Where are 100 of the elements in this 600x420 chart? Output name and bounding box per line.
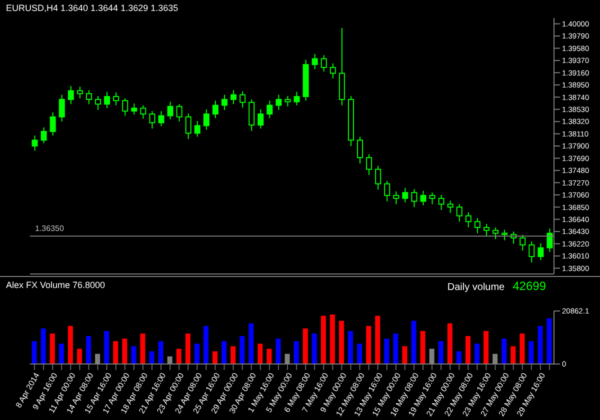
bar	[411, 320, 416, 364]
candlestick	[140, 104, 146, 120]
candlestick	[320, 54, 327, 72]
candlestick	[483, 223, 490, 237]
candlestick	[149, 110, 156, 130]
bar	[194, 344, 200, 364]
bar	[438, 341, 444, 364]
bar	[203, 326, 208, 364]
bar	[484, 330, 489, 364]
bar	[76, 348, 82, 364]
candlestick	[95, 95, 101, 110]
bar	[465, 336, 470, 364]
bar	[68, 326, 73, 364]
bar	[294, 341, 299, 364]
text: Daily volume	[447, 281, 505, 295]
bar	[248, 323, 254, 364]
bar	[330, 314, 335, 364]
candlestick	[546, 228, 553, 252]
candlestick	[76, 86, 83, 99]
candlestick	[438, 194, 444, 210]
bar	[222, 341, 227, 364]
bar	[538, 326, 543, 364]
candlestick	[194, 120, 200, 138]
candlestick	[50, 112, 56, 136]
bar	[348, 330, 354, 364]
bar	[40, 328, 46, 364]
bar	[456, 351, 462, 364]
candlestick	[230, 90, 237, 105]
bar	[357, 344, 362, 364]
bar	[113, 341, 118, 364]
bar	[366, 326, 372, 364]
bar	[320, 316, 326, 364]
bar	[338, 320, 344, 364]
bar	[32, 341, 37, 364]
candlestick	[330, 62, 336, 80]
bar	[158, 341, 164, 364]
candlestick	[447, 200, 454, 214]
candlestick	[456, 204, 462, 222]
bar	[104, 330, 110, 364]
candlestick	[384, 180, 390, 202]
candlestick	[266, 100, 273, 119]
candlestick	[465, 212, 472, 228]
bar	[447, 323, 452, 364]
candlestick	[393, 190, 400, 205]
candlestick	[86, 90, 92, 105]
candlestick	[528, 240, 535, 263]
candlestick	[474, 218, 480, 234]
candlestick	[357, 136, 363, 164]
candlestick	[122, 98, 128, 116]
bar	[384, 338, 390, 364]
candlestick	[203, 108, 210, 130]
candlestick	[284, 95, 291, 107]
candlestick	[58, 94, 65, 122]
candlestick	[276, 94, 282, 110]
bar	[420, 330, 426, 364]
bar	[122, 338, 128, 364]
candlestick	[40, 126, 47, 144]
candlestick	[212, 100, 218, 119]
candlestick	[68, 86, 74, 105]
candlestick	[402, 187, 408, 203]
bar	[131, 346, 136, 364]
bar	[185, 334, 190, 364]
bar	[375, 316, 380, 364]
ref-line-label: 1.36350	[35, 224, 64, 234]
candlestick	[240, 90, 246, 108]
candlestick	[176, 104, 182, 122]
candlestick	[158, 110, 164, 127]
candlestick	[429, 192, 436, 205]
candlestick	[32, 135, 38, 152]
candlestick	[258, 108, 264, 130]
candlestick	[538, 242, 544, 261]
candlestick	[411, 188, 418, 208]
bar	[258, 344, 263, 364]
bar	[528, 341, 534, 364]
bar	[276, 338, 281, 364]
candlestick	[366, 154, 372, 176]
bar	[86, 336, 92, 364]
bar	[510, 346, 516, 364]
bar	[402, 346, 408, 364]
bar	[240, 336, 245, 364]
bar	[546, 318, 552, 364]
candlestick	[520, 234, 526, 252]
candlestick	[248, 98, 255, 132]
bar	[312, 334, 317, 364]
candlestick	[104, 91, 110, 109]
candlestick	[221, 94, 228, 110]
bar	[474, 344, 480, 364]
bar	[393, 334, 398, 364]
candlestick	[131, 103, 138, 116]
bar	[230, 346, 236, 364]
bar	[140, 334, 146, 364]
bar	[58, 344, 64, 364]
bar	[212, 351, 218, 364]
candlestick	[113, 92, 120, 106]
bar	[176, 348, 182, 364]
bar	[266, 348, 272, 364]
chart-title: EURUSD,H4 1.3640 1.3644 1.3629 1.3635	[6, 3, 178, 13]
bar	[502, 338, 507, 364]
bar	[302, 328, 308, 364]
bar	[520, 334, 525, 364]
